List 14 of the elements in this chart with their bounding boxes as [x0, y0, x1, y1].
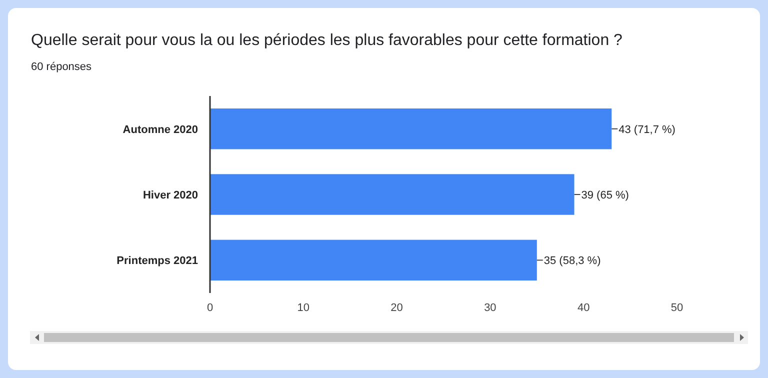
x-tick-label: 0	[206, 302, 214, 314]
x-tick-label: 10	[297, 302, 310, 314]
x-tick-label: 40	[577, 302, 590, 314]
y-tick-label: Printemps 2021	[116, 255, 198, 268]
x-tick-label: 50	[670, 302, 684, 314]
x-tick-label: 30	[484, 302, 496, 314]
text: 60 réponses	[31, 61, 92, 73]
y-tick-label: Automne 2020	[122, 124, 198, 136]
chart-title: Quelle serait pour vous la ou les périodes les plus favorables pour cette formation ?	[31, 32, 623, 49]
y-tick-label: Hiver 2020	[142, 190, 198, 202]
data-label: 39 (65 %)	[581, 190, 629, 202]
data-label: 43 (71,7 %)	[618, 124, 676, 136]
x-tick-label: 20	[390, 302, 403, 314]
data-label: 35 (58,3 %)	[544, 255, 601, 268]
